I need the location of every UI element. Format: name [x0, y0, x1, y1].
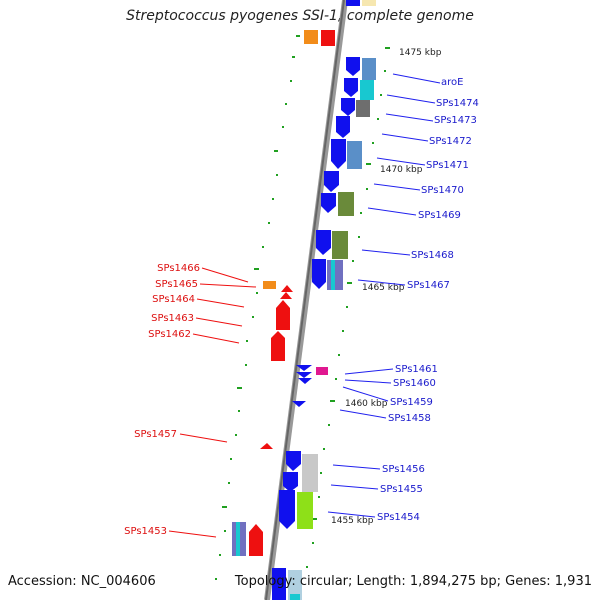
gene-label: SPs1462	[148, 329, 191, 340]
map-title: Streptococcus pyogenes SSI-1, complete g…	[126, 8, 474, 24]
outer-scale-dots	[306, 47, 390, 568]
gene-label: SPs1464	[152, 294, 195, 305]
gene-label: SPs1459	[390, 397, 433, 408]
scale-label: 1475 kbp	[399, 48, 442, 58]
forward-gene-labels: aroE SPs1474 SPs1473 SPs1472 SPs1471 SPs…	[377, 77, 479, 523]
gene-label: SPs1474	[436, 98, 479, 109]
gene-label: SPs1469	[418, 210, 461, 221]
forward-color-blocks	[288, 58, 376, 600]
gene-features-top	[304, 0, 376, 46]
gene-label: SPs1472	[429, 136, 472, 147]
gene-label: SPs1467	[407, 280, 450, 291]
gene-label: SPs1473	[434, 115, 477, 126]
gene-label: SPs1460	[393, 378, 436, 389]
inner-scale-dots	[215, 35, 300, 580]
forward-genes	[272, 57, 360, 600]
accession-text: Accession: NC_004606	[8, 574, 156, 589]
reverse-leader-lines	[168, 267, 257, 538]
gene-label: SPs1468	[411, 250, 454, 261]
forward-leader-lines	[327, 73, 441, 518]
reverse-gene-labels: SPs1466 SPs1465 SPs1464 SPs1463 SPs1462 …	[124, 263, 200, 537]
gene-label: SPs1454	[377, 512, 420, 523]
topology-text: Topology: circular; Length: 1,894,275 bp…	[234, 574, 592, 589]
gene-label: SPs1455	[380, 484, 423, 495]
gene-label: SPs1456	[382, 464, 425, 475]
gene-label: SPs1465	[155, 279, 198, 290]
gene-label: SPs1470	[421, 185, 464, 196]
gene-label: SPs1463	[151, 313, 194, 324]
scale-label: 1465 kbp	[362, 283, 405, 293]
gene-label: SPs1466	[157, 263, 200, 274]
gene-label: SPs1471	[426, 160, 469, 171]
gene-label: SPs1453	[124, 526, 167, 537]
gene-label: SPs1458	[388, 413, 431, 424]
scale-label: 1470 kbp	[380, 165, 423, 175]
scale-label: 1460 kbp	[345, 399, 388, 409]
reverse-genes	[232, 281, 293, 556]
gene-label: SPs1461	[395, 364, 438, 375]
scale-label: 1455 kbp	[331, 516, 374, 526]
gene-label: SPs1457	[134, 429, 177, 440]
gene-label-aroE: aroE	[441, 77, 463, 88]
scale-labels: 1475 kbp 1470 kbp 1465 kbp 1460 kbp 1455…	[331, 48, 442, 526]
